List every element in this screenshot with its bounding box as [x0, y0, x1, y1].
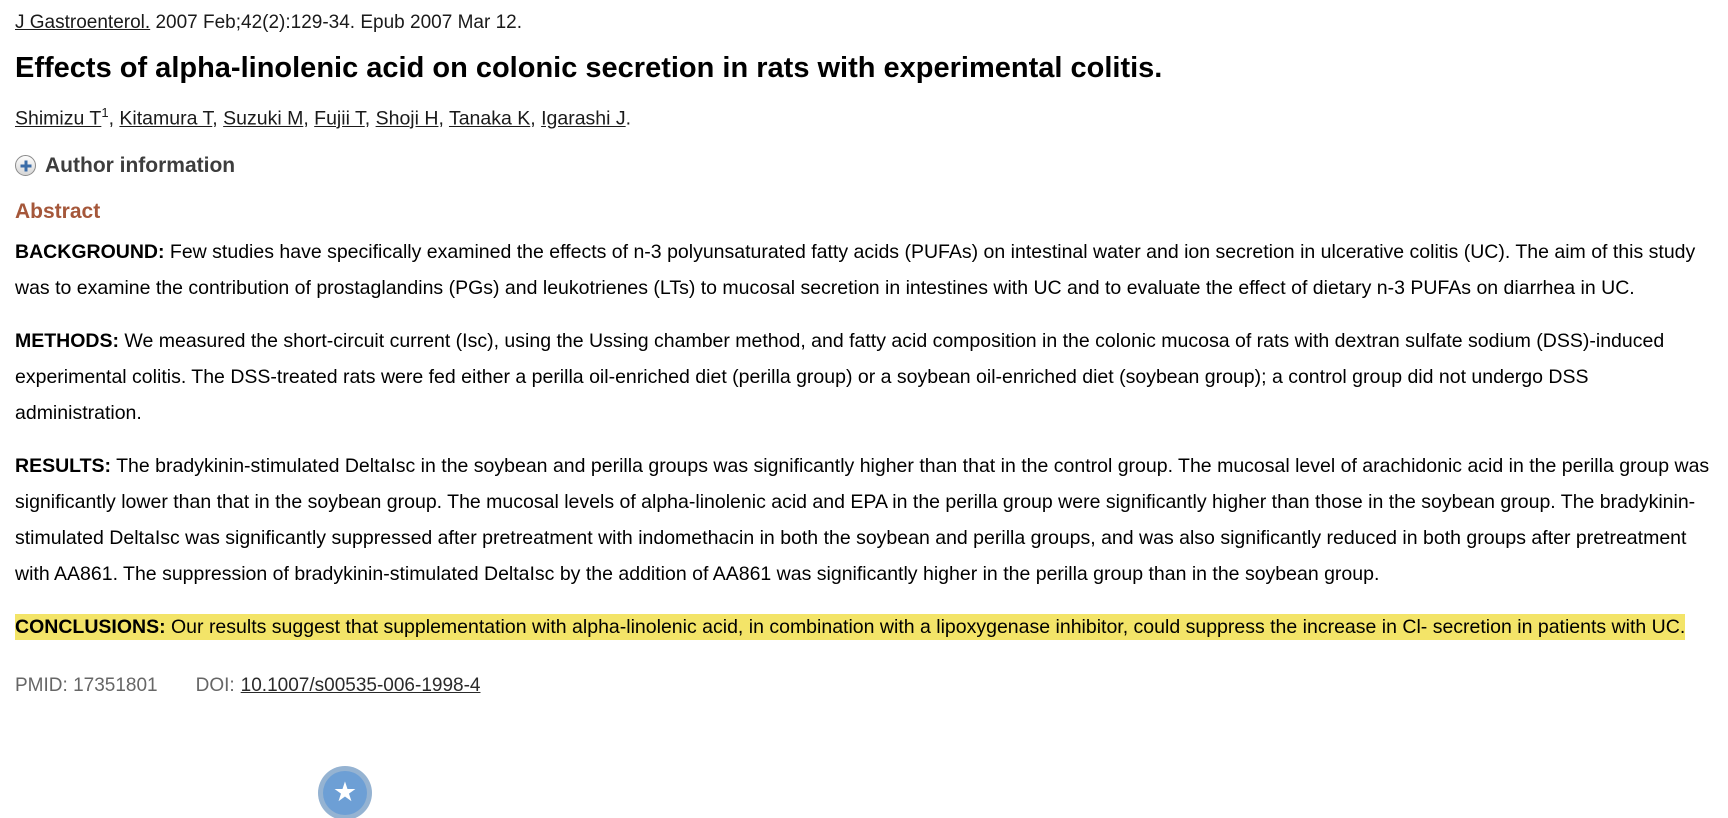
- section-text: We measured the short-circuit current (I…: [15, 329, 1665, 424]
- abstract-section-methods: METHODS: We measured the short-circuit c…: [15, 323, 1713, 431]
- author-separator: ,: [108, 107, 120, 130]
- section-text: Our results suggest that supplementation…: [171, 615, 1686, 638]
- author-list-terminator: .: [625, 107, 632, 130]
- author-affiliation-sup: 1: [101, 105, 109, 120]
- author-link[interactable]: Fujii T: [314, 107, 365, 130]
- author-separator: ,: [438, 107, 449, 130]
- author-link[interactable]: Tanaka K: [448, 107, 531, 130]
- abstract-heading: Abstract: [15, 199, 101, 223]
- citation-details: 2007 Feb;42(2):129-34. Epub 2007 Mar 12.: [150, 12, 522, 33]
- author-separator: ,: [530, 107, 542, 130]
- author-information-expander[interactable]: Author information: [15, 154, 1713, 178]
- pmid-label: PMID:: [15, 674, 68, 696]
- author-link[interactable]: Shimizu T: [15, 107, 102, 130]
- author-link[interactable]: Suzuki M: [223, 107, 304, 130]
- journal-citation: J Gastroenterol. 2007 Feb;42(2):129-34. …: [15, 10, 1713, 36]
- author-link[interactable]: Shoji H: [375, 107, 439, 130]
- section-text: Few studies have specifically examined t…: [15, 240, 1696, 299]
- author-separator: ,: [303, 107, 315, 130]
- abstract-section-background: BACKGROUND: Few studies have specificall…: [15, 234, 1713, 306]
- plus-expand-icon[interactable]: [15, 155, 36, 176]
- doi-link[interactable]: 10.1007/s00535-006-1998-4: [240, 674, 481, 696]
- author-separator: ,: [212, 107, 224, 130]
- abstract-section-conclusions-highlighted: CONCLUSIONS: Our results suggest that su…: [15, 609, 1713, 645]
- article-ids-row: PMID: 17351801 DOI: 10.1007/s00535-006-19…: [15, 675, 1713, 697]
- pmid: PMID: 17351801: [15, 675, 158, 697]
- doi-label: DOI:: [195, 674, 235, 696]
- journal-link[interactable]: J Gastroenterol.: [15, 12, 151, 33]
- favorite-star-badge[interactable]: ★: [318, 766, 372, 818]
- section-label: CONCLUSIONS:: [15, 615, 166, 638]
- doi: DOI: 10.1007/s00535-006-1998-4: [196, 675, 481, 697]
- section-label: METHODS:: [15, 329, 119, 352]
- page-title: Effects of alpha-linolenic acid on colon…: [15, 52, 1163, 84]
- abstract-section-results: RESULTS: The bradykinin-stimulated Delta…: [15, 448, 1713, 592]
- author-link[interactable]: Kitamura T: [119, 107, 213, 130]
- section-label: RESULTS:: [15, 454, 112, 477]
- author-list: Shimizu T1, Kitamura T, Suzuki M, Fujii …: [15, 100, 1713, 132]
- star-icon: ★: [332, 776, 358, 808]
- author-separator: ,: [364, 107, 376, 130]
- author-link[interactable]: Igarashi J: [541, 107, 626, 130]
- pmid-value: 17351801: [73, 674, 158, 696]
- author-information-label: Author information: [45, 153, 236, 177]
- section-label: BACKGROUND:: [15, 240, 165, 263]
- section-text: The bradykinin-stimulated DeltaIsc in th…: [15, 454, 1710, 585]
